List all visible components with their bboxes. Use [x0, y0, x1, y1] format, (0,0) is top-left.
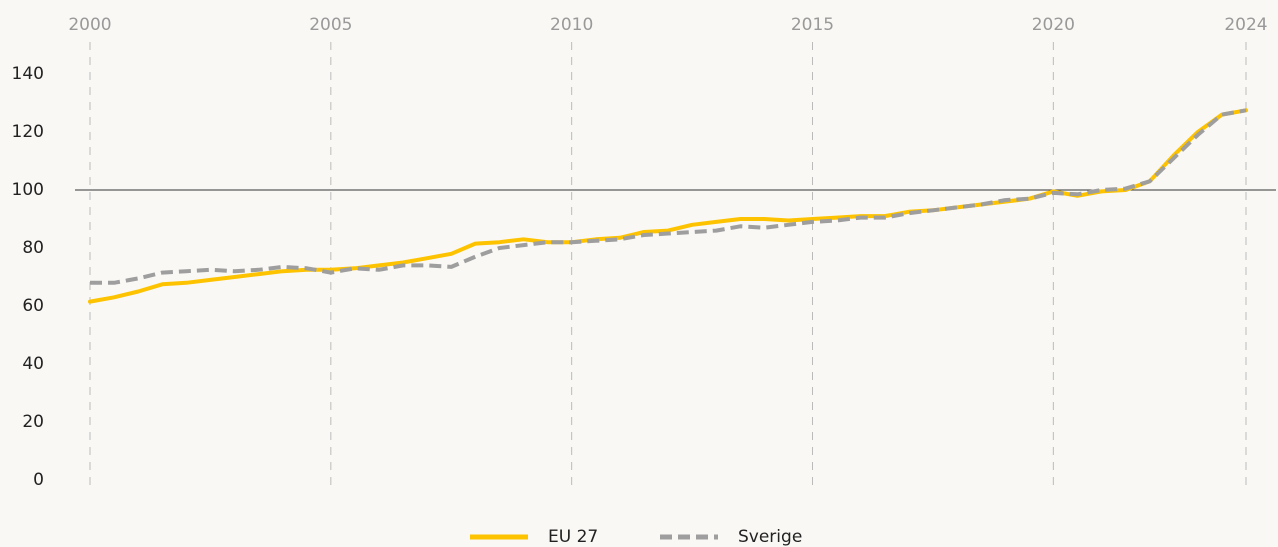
series-line — [88, 108, 1248, 304]
y-tick-label: 60 — [22, 296, 44, 316]
y-tick-label: 140 — [12, 64, 44, 84]
legend-label: Sverige — [738, 527, 802, 547]
y-tick-label: 20 — [22, 412, 44, 432]
x-tick-label: 2024 — [1224, 15, 1267, 35]
y-tick-label: 40 — [22, 354, 44, 374]
x-tick-label: 2010 — [550, 15, 593, 35]
y-tick-label: 120 — [12, 122, 44, 142]
x-tick-label: 2005 — [309, 15, 352, 35]
x-tick-label: 2000 — [68, 15, 111, 35]
y-tick-label: 80 — [22, 238, 44, 258]
legend-label: EU 27 — [548, 527, 598, 547]
y-tick-label: 100 — [12, 180, 44, 200]
y-tick-label: 0 — [33, 470, 44, 490]
x-tick-label: 2015 — [791, 15, 834, 35]
x-tick-label: 2020 — [1032, 15, 1075, 35]
series-line — [90, 108, 1247, 285]
